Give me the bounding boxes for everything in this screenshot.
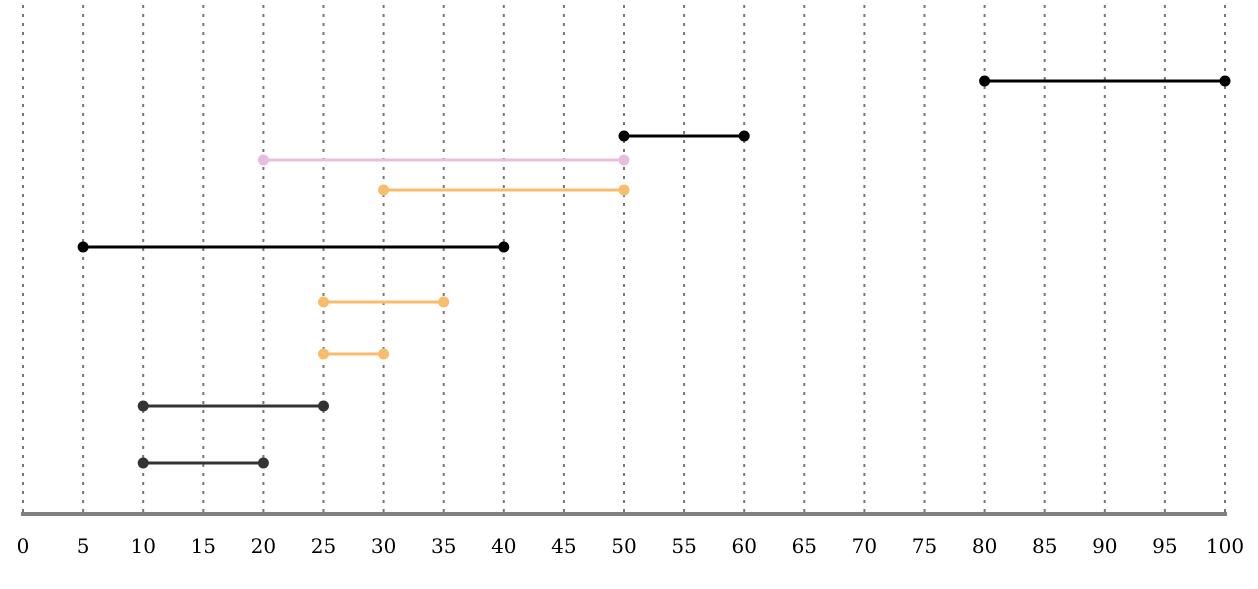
interval-80-100 <box>979 75 1231 87</box>
interval-end-point <box>378 348 390 360</box>
interval-end-point <box>257 457 269 469</box>
interval-start-point <box>618 130 630 142</box>
x-tick-label-50: 50 <box>611 534 636 558</box>
x-tick-label-55: 55 <box>671 534 696 558</box>
gridlines <box>22 5 1226 514</box>
x-tick-label-85: 85 <box>1032 534 1057 558</box>
interval-start-point <box>378 184 390 196</box>
intervals <box>77 75 1231 469</box>
interval-end-point <box>438 296 450 308</box>
x-tick-label-90: 90 <box>1092 534 1117 558</box>
x-tick-label-0: 0 <box>17 534 30 558</box>
interval-end-point <box>318 400 329 412</box>
x-tick-label-5: 5 <box>77 534 90 558</box>
interval-start-point <box>137 400 149 412</box>
x-tick-label-65: 65 <box>792 534 817 558</box>
interval-end-point <box>618 154 630 166</box>
interval-end-point <box>738 130 750 142</box>
x-tick-label-70: 70 <box>852 534 877 558</box>
interval-20-50 <box>257 154 630 166</box>
interval-start-point <box>137 457 149 469</box>
interval-start-point <box>257 154 269 166</box>
x-tick-label-35: 35 <box>431 534 456 558</box>
x-tick-label-30: 30 <box>371 534 396 558</box>
x-axis-ticks: 0 5 10 15 20 25 30 35 40 45 50 55 60 65 70 75 80 85 90 95 10… <box>17 534 1244 558</box>
x-tick-label-40: 40 <box>491 534 516 558</box>
x-tick-label-25: 25 <box>311 534 336 558</box>
interval-end-point <box>498 241 510 253</box>
interval-10-25 <box>137 400 329 412</box>
x-tick-label-10: 10 <box>130 534 155 558</box>
x-tick-label-45: 45 <box>551 534 576 558</box>
interval-10-20 <box>137 457 269 469</box>
interval-5-40 <box>77 241 510 253</box>
x-tick-label-20: 20 <box>251 534 276 558</box>
interval-25-35 <box>318 296 450 308</box>
x-tick-label-100: 100 <box>1206 534 1244 558</box>
interval-end-point <box>1219 75 1231 87</box>
x-tick-label-80: 80 <box>972 534 997 558</box>
interval-start-point <box>77 241 89 253</box>
x-tick-label-60: 60 <box>731 534 756 558</box>
interval-start-point <box>979 75 991 87</box>
interval-end-point <box>618 184 630 196</box>
x-tick-label-95: 95 <box>1152 534 1177 558</box>
x-tick-label-15: 15 <box>191 534 216 558</box>
x-tick-label-75: 75 <box>912 534 937 558</box>
interval-25-30 <box>318 348 390 360</box>
interval-start-point <box>318 348 329 360</box>
interval-start-point <box>318 296 329 308</box>
interval-50-60 <box>618 130 750 142</box>
interval-30-50 <box>378 184 630 196</box>
